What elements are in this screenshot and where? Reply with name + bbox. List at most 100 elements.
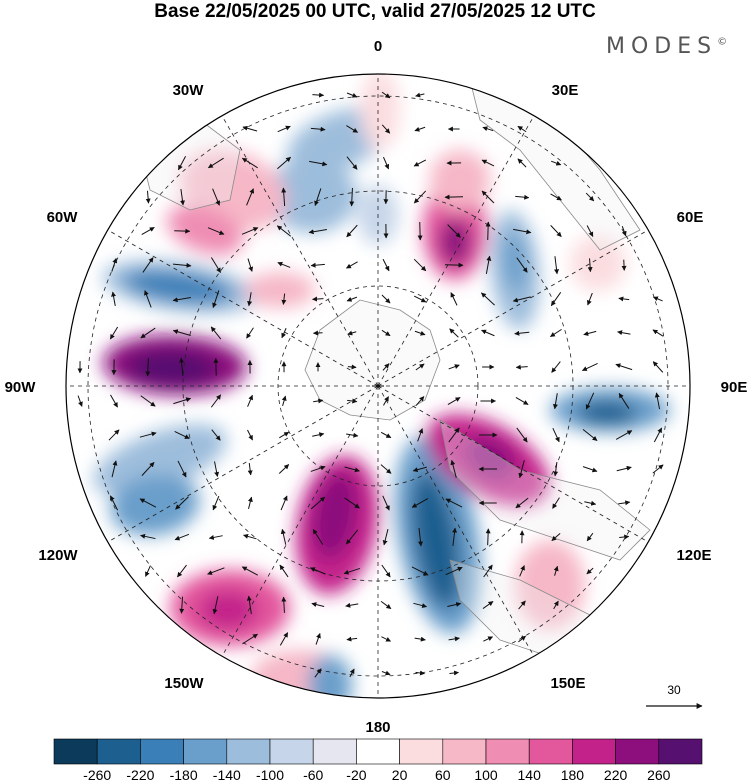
wind-vector (482, 601, 494, 609)
wind-vector (653, 427, 663, 443)
wind-vector (512, 296, 531, 303)
wind-vector (583, 330, 597, 336)
lon-label-120e: 120E (676, 547, 711, 564)
wind-vector (517, 125, 527, 133)
graticule (66, 74, 690, 698)
wind-vector (243, 533, 257, 540)
wind-vector (483, 636, 494, 642)
wind-vector (652, 296, 663, 302)
wind-vector (516, 427, 528, 443)
anomaly-blob (93, 424, 227, 496)
wind-vector (347, 398, 358, 404)
wind-vector (345, 602, 359, 608)
lon-label-30w: 30W (173, 82, 205, 99)
wind-vector (177, 460, 187, 478)
wind-vector (417, 221, 423, 241)
wind-vector (180, 188, 185, 206)
wind-vector (313, 398, 324, 404)
colorbar-swatch (96, 738, 141, 765)
anomaly-blob (245, 272, 315, 308)
wind-vector (412, 466, 427, 473)
colorbar-tick-label: 60 (435, 767, 451, 783)
wind-vector (615, 430, 633, 440)
wind-vector (175, 496, 189, 510)
wind-vector (518, 460, 525, 479)
wind-vector (310, 496, 326, 510)
wind-vector (615, 363, 633, 371)
wind-vector (380, 600, 392, 610)
lon-label-60e: 60E (677, 209, 704, 226)
colorbar-tick-label: 260 (647, 767, 671, 783)
lon-label-30e: 30E (552, 82, 579, 99)
wind-vector (618, 296, 630, 302)
map-title: Base 22/05/2025 00 UTC, valid 27/05/2025… (154, 1, 596, 22)
wind-vector (276, 225, 292, 237)
wind-vector (447, 602, 462, 608)
wind-vector (447, 397, 461, 405)
wind-vector (145, 190, 151, 204)
wind-vector (145, 357, 151, 377)
map-boundary (65, 73, 691, 699)
wind-vector (174, 533, 190, 541)
wind-vector (449, 670, 459, 676)
wind-vector (349, 187, 355, 207)
wind-vector (177, 564, 187, 578)
wind-vector (174, 228, 191, 234)
wind-vector (247, 394, 253, 407)
wind-vector (485, 221, 491, 241)
lon-label-120w: 120W (38, 547, 78, 564)
colorbar-swatch (140, 738, 184, 765)
wind-vector (380, 464, 392, 474)
colorbar-tick-label: 180 (561, 767, 585, 783)
wind-vector (381, 670, 391, 676)
wind-vector (381, 564, 391, 578)
anomaly-blob (515, 540, 585, 630)
wind-vector (347, 330, 357, 336)
wind-vector (109, 326, 119, 340)
wind-vector (241, 157, 258, 169)
wind-vector (447, 224, 461, 238)
wind-vector (247, 258, 254, 272)
colorbar-swatch (442, 738, 487, 765)
anomaly-blob (198, 590, 258, 630)
wind-vector (139, 431, 157, 438)
colorbar-swatch (183, 738, 228, 765)
meridian-line (221, 385, 379, 657)
wind-vector (413, 602, 428, 608)
wind-vector (619, 534, 630, 540)
colorbar-tick-label: -260 (83, 767, 111, 783)
colorbar-tick-label: -100 (256, 767, 284, 783)
wind-vector (312, 296, 324, 302)
wind-vector (586, 292, 593, 306)
wind-vector (514, 330, 530, 336)
lon-label-90w: 90W (5, 379, 37, 396)
colorbar-tick-label: 100 (474, 767, 498, 783)
wind-vector (280, 528, 287, 545)
wind-vector (246, 595, 252, 614)
wind-vector (413, 295, 427, 303)
wind-vector (179, 357, 185, 377)
wind-vector (621, 226, 627, 237)
wind-vector (241, 566, 258, 576)
wind-vector (411, 566, 429, 576)
coastline (439, 419, 651, 561)
wind-vector (382, 363, 390, 371)
colorbar-tick-label: -20 (346, 767, 366, 783)
anomaly-blob (570, 235, 626, 291)
wind-vector (344, 466, 360, 473)
wind-vector (141, 461, 155, 476)
wind-vector (413, 159, 427, 167)
colorbar-swatch (312, 738, 357, 765)
wind-vector (515, 397, 529, 405)
wind-vector (207, 227, 225, 235)
wind-vector (550, 292, 562, 307)
colorbar-tick-label: 220 (604, 767, 628, 783)
wind-vector (172, 329, 191, 336)
wind-vector (77, 395, 83, 407)
wind-vector (279, 564, 289, 578)
brand-logo: MODES© (606, 34, 727, 59)
colorbar-swatch (485, 738, 530, 765)
colorbar: -260 -220 -180 -140 -100 -60 -20 20 60 100 140 180 2… (53, 738, 703, 783)
lon-label-90e: 90E (721, 379, 748, 396)
